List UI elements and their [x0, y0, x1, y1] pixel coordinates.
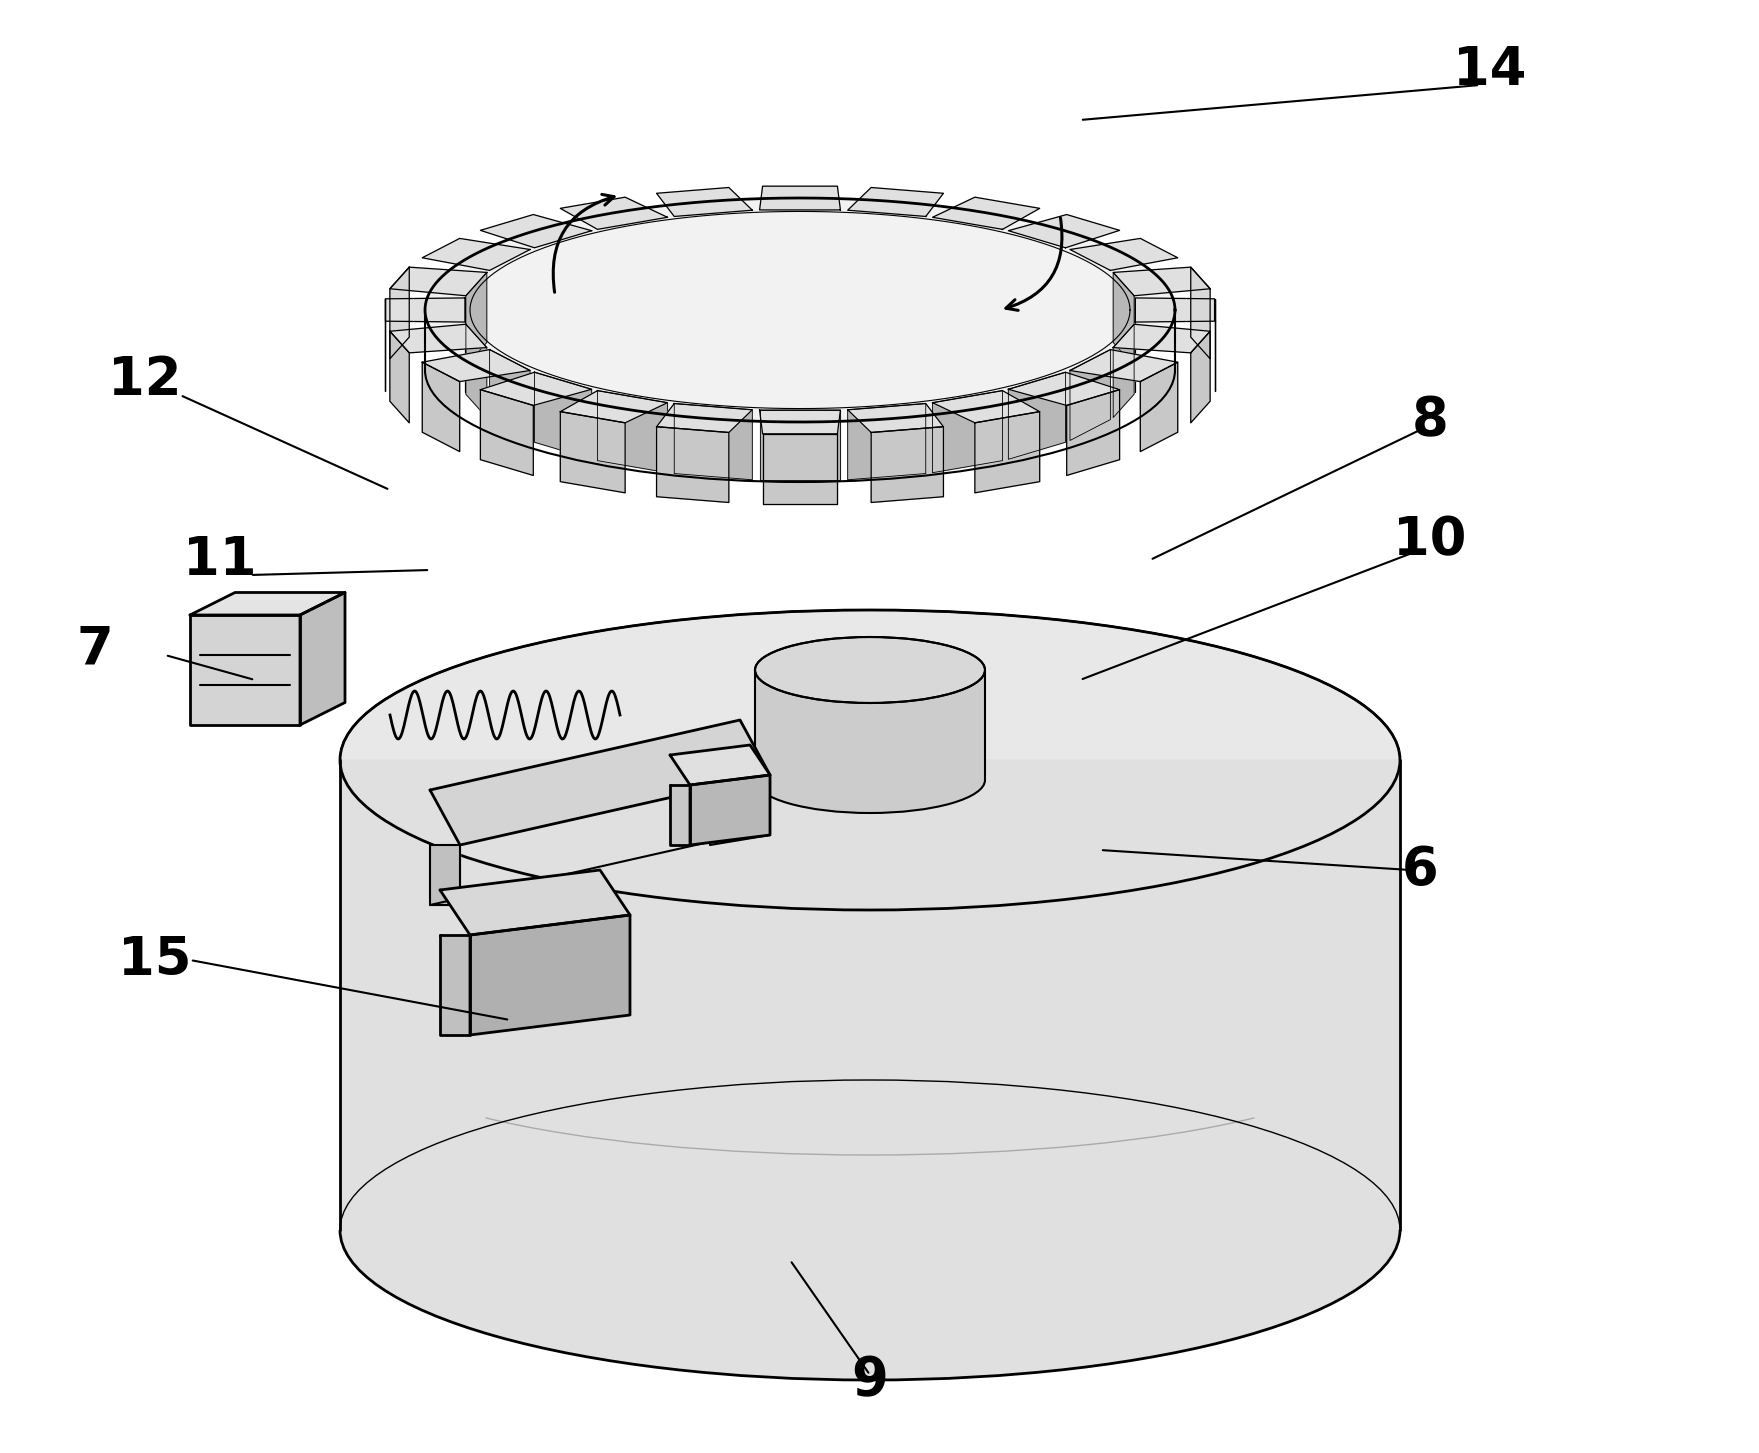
Polygon shape — [385, 298, 464, 323]
Text: 9: 9 — [851, 1354, 888, 1407]
Polygon shape — [480, 372, 591, 405]
Polygon shape — [1113, 324, 1135, 417]
Polygon shape — [1069, 350, 1179, 382]
Polygon shape — [848, 404, 925, 479]
Text: 8: 8 — [1412, 394, 1448, 446]
Polygon shape — [656, 187, 753, 216]
Polygon shape — [760, 186, 841, 209]
Polygon shape — [711, 774, 770, 846]
Polygon shape — [429, 846, 461, 905]
Polygon shape — [422, 238, 529, 270]
Polygon shape — [301, 593, 345, 725]
Polygon shape — [974, 411, 1040, 493]
Polygon shape — [690, 774, 770, 846]
Polygon shape — [535, 372, 591, 459]
Polygon shape — [932, 391, 1040, 423]
Polygon shape — [755, 670, 985, 814]
Polygon shape — [480, 389, 533, 475]
Polygon shape — [760, 410, 841, 434]
Polygon shape — [470, 915, 630, 1035]
Text: 15: 15 — [118, 934, 192, 987]
Text: 7: 7 — [77, 623, 113, 676]
Polygon shape — [1191, 267, 1210, 359]
Text: 11: 11 — [183, 535, 257, 586]
Polygon shape — [1008, 215, 1119, 248]
Polygon shape — [760, 410, 841, 479]
Polygon shape — [489, 350, 529, 440]
Text: 10: 10 — [1393, 514, 1467, 567]
Polygon shape — [755, 636, 985, 703]
Polygon shape — [1069, 350, 1110, 440]
Polygon shape — [674, 404, 753, 479]
Polygon shape — [440, 870, 630, 934]
Polygon shape — [848, 187, 943, 216]
Polygon shape — [1113, 273, 1135, 366]
Polygon shape — [1069, 238, 1179, 270]
Polygon shape — [763, 434, 837, 504]
Polygon shape — [1066, 389, 1119, 475]
Polygon shape — [1008, 372, 1119, 405]
Polygon shape — [1140, 362, 1179, 452]
Polygon shape — [1113, 324, 1210, 353]
Polygon shape — [1008, 372, 1066, 459]
Polygon shape — [390, 331, 410, 423]
Polygon shape — [656, 404, 753, 433]
Polygon shape — [656, 427, 728, 503]
Polygon shape — [422, 350, 529, 382]
Polygon shape — [561, 391, 667, 423]
Polygon shape — [932, 391, 1003, 472]
Polygon shape — [670, 785, 690, 846]
Polygon shape — [1135, 298, 1214, 323]
Text: 12: 12 — [109, 355, 181, 405]
Polygon shape — [339, 610, 1400, 910]
Text: 14: 14 — [1453, 44, 1527, 96]
Text: 6: 6 — [1402, 844, 1439, 897]
Polygon shape — [190, 593, 345, 615]
Polygon shape — [598, 391, 667, 472]
Polygon shape — [466, 324, 487, 417]
Polygon shape — [429, 721, 770, 846]
Polygon shape — [440, 934, 470, 1035]
Polygon shape — [561, 411, 624, 493]
Polygon shape — [390, 324, 487, 353]
Polygon shape — [871, 427, 943, 503]
Polygon shape — [670, 745, 770, 785]
Polygon shape — [848, 404, 943, 433]
Polygon shape — [1191, 331, 1210, 423]
Polygon shape — [466, 273, 487, 366]
Polygon shape — [932, 198, 1040, 230]
Polygon shape — [339, 760, 1400, 1380]
Polygon shape — [561, 198, 667, 230]
Polygon shape — [190, 615, 301, 725]
Polygon shape — [390, 267, 410, 359]
Polygon shape — [480, 215, 591, 248]
Polygon shape — [426, 198, 1175, 421]
Polygon shape — [422, 362, 459, 452]
Polygon shape — [1113, 267, 1210, 296]
Polygon shape — [390, 267, 487, 296]
